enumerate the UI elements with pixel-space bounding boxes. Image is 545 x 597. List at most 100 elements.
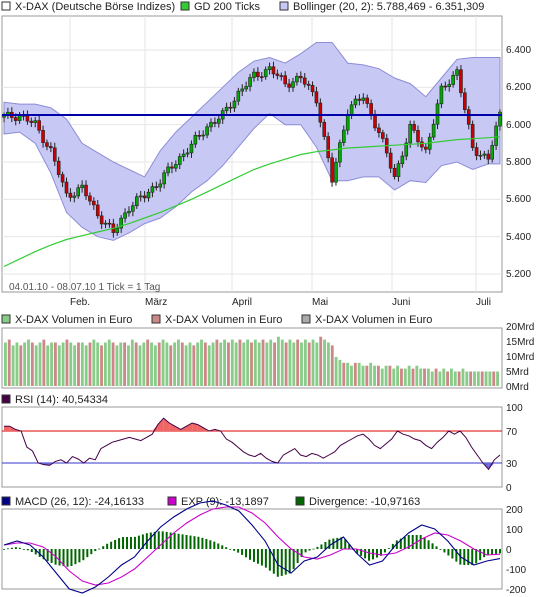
price-y-tick-3: 5.800 bbox=[506, 157, 531, 168]
divergence-bar-90 bbox=[360, 549, 363, 556]
price-candle-70 bbox=[275, 73, 280, 76]
divergence-bar-12 bbox=[50, 549, 53, 563]
volume-bar-62 bbox=[242, 342, 246, 386]
volume-bar-29 bbox=[115, 345, 119, 386]
price-candle-63 bbox=[248, 77, 252, 87]
volume-bar-54 bbox=[211, 342, 215, 386]
volume-bar-116 bbox=[450, 368, 453, 386]
volume-bar-69 bbox=[269, 339, 273, 386]
divergence-bar-45 bbox=[181, 534, 184, 549]
price-candle-20 bbox=[80, 184, 84, 189]
rsi-over-33 bbox=[192, 423, 198, 431]
divergence-bar-16 bbox=[66, 549, 69, 567]
volume-bar-39 bbox=[153, 345, 157, 386]
rsi-y-tick-2: 30 bbox=[506, 459, 518, 470]
price-candle-90 bbox=[353, 98, 358, 106]
volume-bar-49 bbox=[192, 345, 196, 386]
volume-bar-114 bbox=[442, 368, 446, 386]
volume-bar-45 bbox=[177, 339, 180, 386]
divergence-bar-31 bbox=[126, 537, 129, 549]
divergence-bar-2 bbox=[10, 547, 13, 549]
volume-bar-14 bbox=[57, 345, 61, 386]
volume-bar-56 bbox=[219, 342, 223, 386]
volume-bar-72 bbox=[280, 339, 284, 386]
price-candle-102 bbox=[400, 155, 405, 164]
volume-bar-115 bbox=[446, 371, 450, 386]
rsi-line bbox=[4, 417, 501, 471]
x-tick-3: Mai bbox=[312, 297, 328, 308]
volume-bar-110 bbox=[426, 368, 430, 386]
volume-bar-4 bbox=[19, 345, 23, 386]
price-candle-24 bbox=[95, 204, 100, 217]
divergence-bar-100 bbox=[399, 538, 402, 549]
volume-bar-121 bbox=[469, 371, 473, 386]
divergence-bar-65 bbox=[260, 549, 263, 566]
price-candle-79 bbox=[310, 85, 315, 93]
divergence-bar-101 bbox=[403, 536, 406, 549]
volume-bar-84 bbox=[326, 342, 330, 386]
price-candle-85 bbox=[334, 161, 338, 183]
volume-bar-87 bbox=[338, 359, 342, 386]
volume-bar-59 bbox=[230, 339, 234, 386]
volume-bar-24 bbox=[96, 342, 100, 386]
price-candle-120 bbox=[470, 124, 475, 148]
divergence-bar-47 bbox=[189, 535, 192, 549]
price-candle-74 bbox=[291, 81, 295, 88]
price-y-tick-6: 5.200 bbox=[506, 269, 531, 280]
volume-bar-27 bbox=[107, 339, 111, 386]
volume-bar-117 bbox=[453, 371, 457, 386]
divergence-bar-56 bbox=[225, 547, 228, 549]
divergence-bar-19 bbox=[78, 549, 81, 563]
divergence-bar-5 bbox=[22, 549, 25, 550]
divergence-bar-71 bbox=[284, 549, 287, 575]
rsi-legend: RSI (14): 40,54334 bbox=[1, 394, 108, 406]
price-candle-42 bbox=[166, 166, 170, 174]
divergence-bar-72 bbox=[288, 549, 291, 574]
rsi-over-34 bbox=[197, 424, 204, 431]
volume-bar-107 bbox=[415, 365, 419, 386]
divergence-bar-96 bbox=[383, 549, 386, 553]
divergence-bar-10 bbox=[42, 549, 45, 560]
volume-legend: X-DAX Volumen in Euro X-DAX Volumen in E… bbox=[1, 314, 432, 326]
volume-legend-swatch-1 bbox=[151, 314, 161, 324]
price-candle-100 bbox=[392, 167, 397, 177]
price-candle-76 bbox=[299, 75, 303, 79]
macd-legend-label-0: MACD (26, 12): -24,16133 bbox=[15, 496, 144, 508]
price-candle-93 bbox=[365, 97, 370, 104]
x-tick-2: April bbox=[232, 297, 252, 308]
divergence-bar-39 bbox=[157, 531, 160, 549]
rsi-y-axis: 100 70 30 0 bbox=[506, 403, 523, 494]
macd-plot-area bbox=[1, 508, 503, 590]
volume-bar-88 bbox=[342, 362, 346, 386]
rsi-over-29 bbox=[169, 423, 176, 431]
divergence-bar-18 bbox=[74, 549, 77, 565]
volume-bar-26 bbox=[103, 342, 107, 386]
volume-bar-11 bbox=[46, 345, 50, 386]
divergence-bar-106 bbox=[423, 537, 426, 549]
divergence-bar-118 bbox=[471, 549, 474, 565]
volume-bar-109 bbox=[423, 368, 426, 386]
divergence-bar-42 bbox=[169, 532, 172, 549]
volume-bar-58 bbox=[227, 342, 230, 386]
price-y-tick-0: 6.400 bbox=[506, 45, 531, 56]
volume-bar-126 bbox=[488, 371, 492, 386]
divergence-bar-80 bbox=[320, 544, 323, 549]
volume-bar-73 bbox=[284, 342, 288, 386]
divergence-bar-20 bbox=[82, 549, 85, 561]
divergence-bar-68 bbox=[272, 549, 275, 574]
volume-bar-112 bbox=[434, 368, 438, 386]
volume-bar-127 bbox=[492, 371, 496, 386]
divergence-bar-57 bbox=[229, 548, 232, 550]
volume-bar-80 bbox=[311, 339, 315, 386]
price-candle-16 bbox=[64, 181, 69, 194]
price-candle-114 bbox=[447, 84, 452, 88]
divergence-bar-28 bbox=[114, 539, 117, 549]
price-candle-81 bbox=[318, 102, 323, 123]
volume-bar-20 bbox=[80, 342, 84, 386]
price-candle-119 bbox=[466, 109, 471, 125]
volume-legend-swatch-0 bbox=[1, 314, 11, 324]
divergence-bar-3 bbox=[14, 547, 17, 549]
volume-bar-43 bbox=[169, 345, 173, 386]
price-legend-label-0: X-DAX (Deutsche Börse Indizes) bbox=[15, 1, 175, 13]
divergence-bar-124 bbox=[495, 549, 498, 554]
